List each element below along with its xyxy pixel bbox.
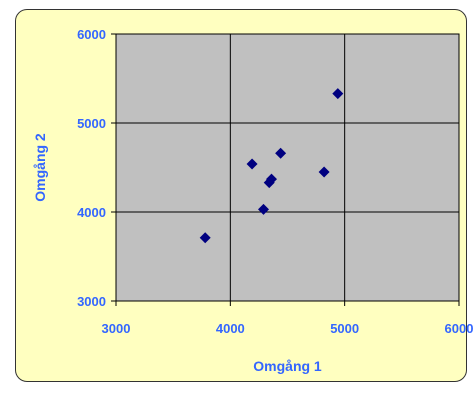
x-tick-label: 3000 bbox=[102, 321, 131, 336]
x-tick-label: 4000 bbox=[216, 321, 245, 336]
x-axis-title: Omgång 1 bbox=[253, 358, 322, 374]
x-tick-labels: 3000 4000 5000 6000 bbox=[102, 321, 474, 336]
data-point bbox=[318, 166, 330, 178]
tick-marks bbox=[111, 33, 460, 306]
x-tick-label: 6000 bbox=[445, 321, 474, 336]
x-tick-label: 5000 bbox=[330, 321, 359, 336]
data-point bbox=[275, 147, 287, 159]
data-point bbox=[199, 232, 211, 244]
data-point bbox=[246, 158, 258, 170]
data-points bbox=[199, 88, 344, 244]
y-tick-label: 6000 bbox=[77, 27, 106, 42]
y-tick-label: 5000 bbox=[77, 116, 106, 131]
grid-lines bbox=[115, 33, 460, 302]
data-point bbox=[265, 173, 277, 185]
plot-area bbox=[115, 33, 460, 302]
data-point bbox=[257, 203, 269, 215]
y-tick-label: 4000 bbox=[77, 205, 106, 220]
y-tick-labels: 3000 4000 5000 6000 bbox=[77, 27, 106, 309]
data-point bbox=[332, 88, 344, 100]
y-tick-label: 3000 bbox=[77, 294, 106, 309]
y-axis-title: Omgång 2 bbox=[32, 133, 48, 202]
